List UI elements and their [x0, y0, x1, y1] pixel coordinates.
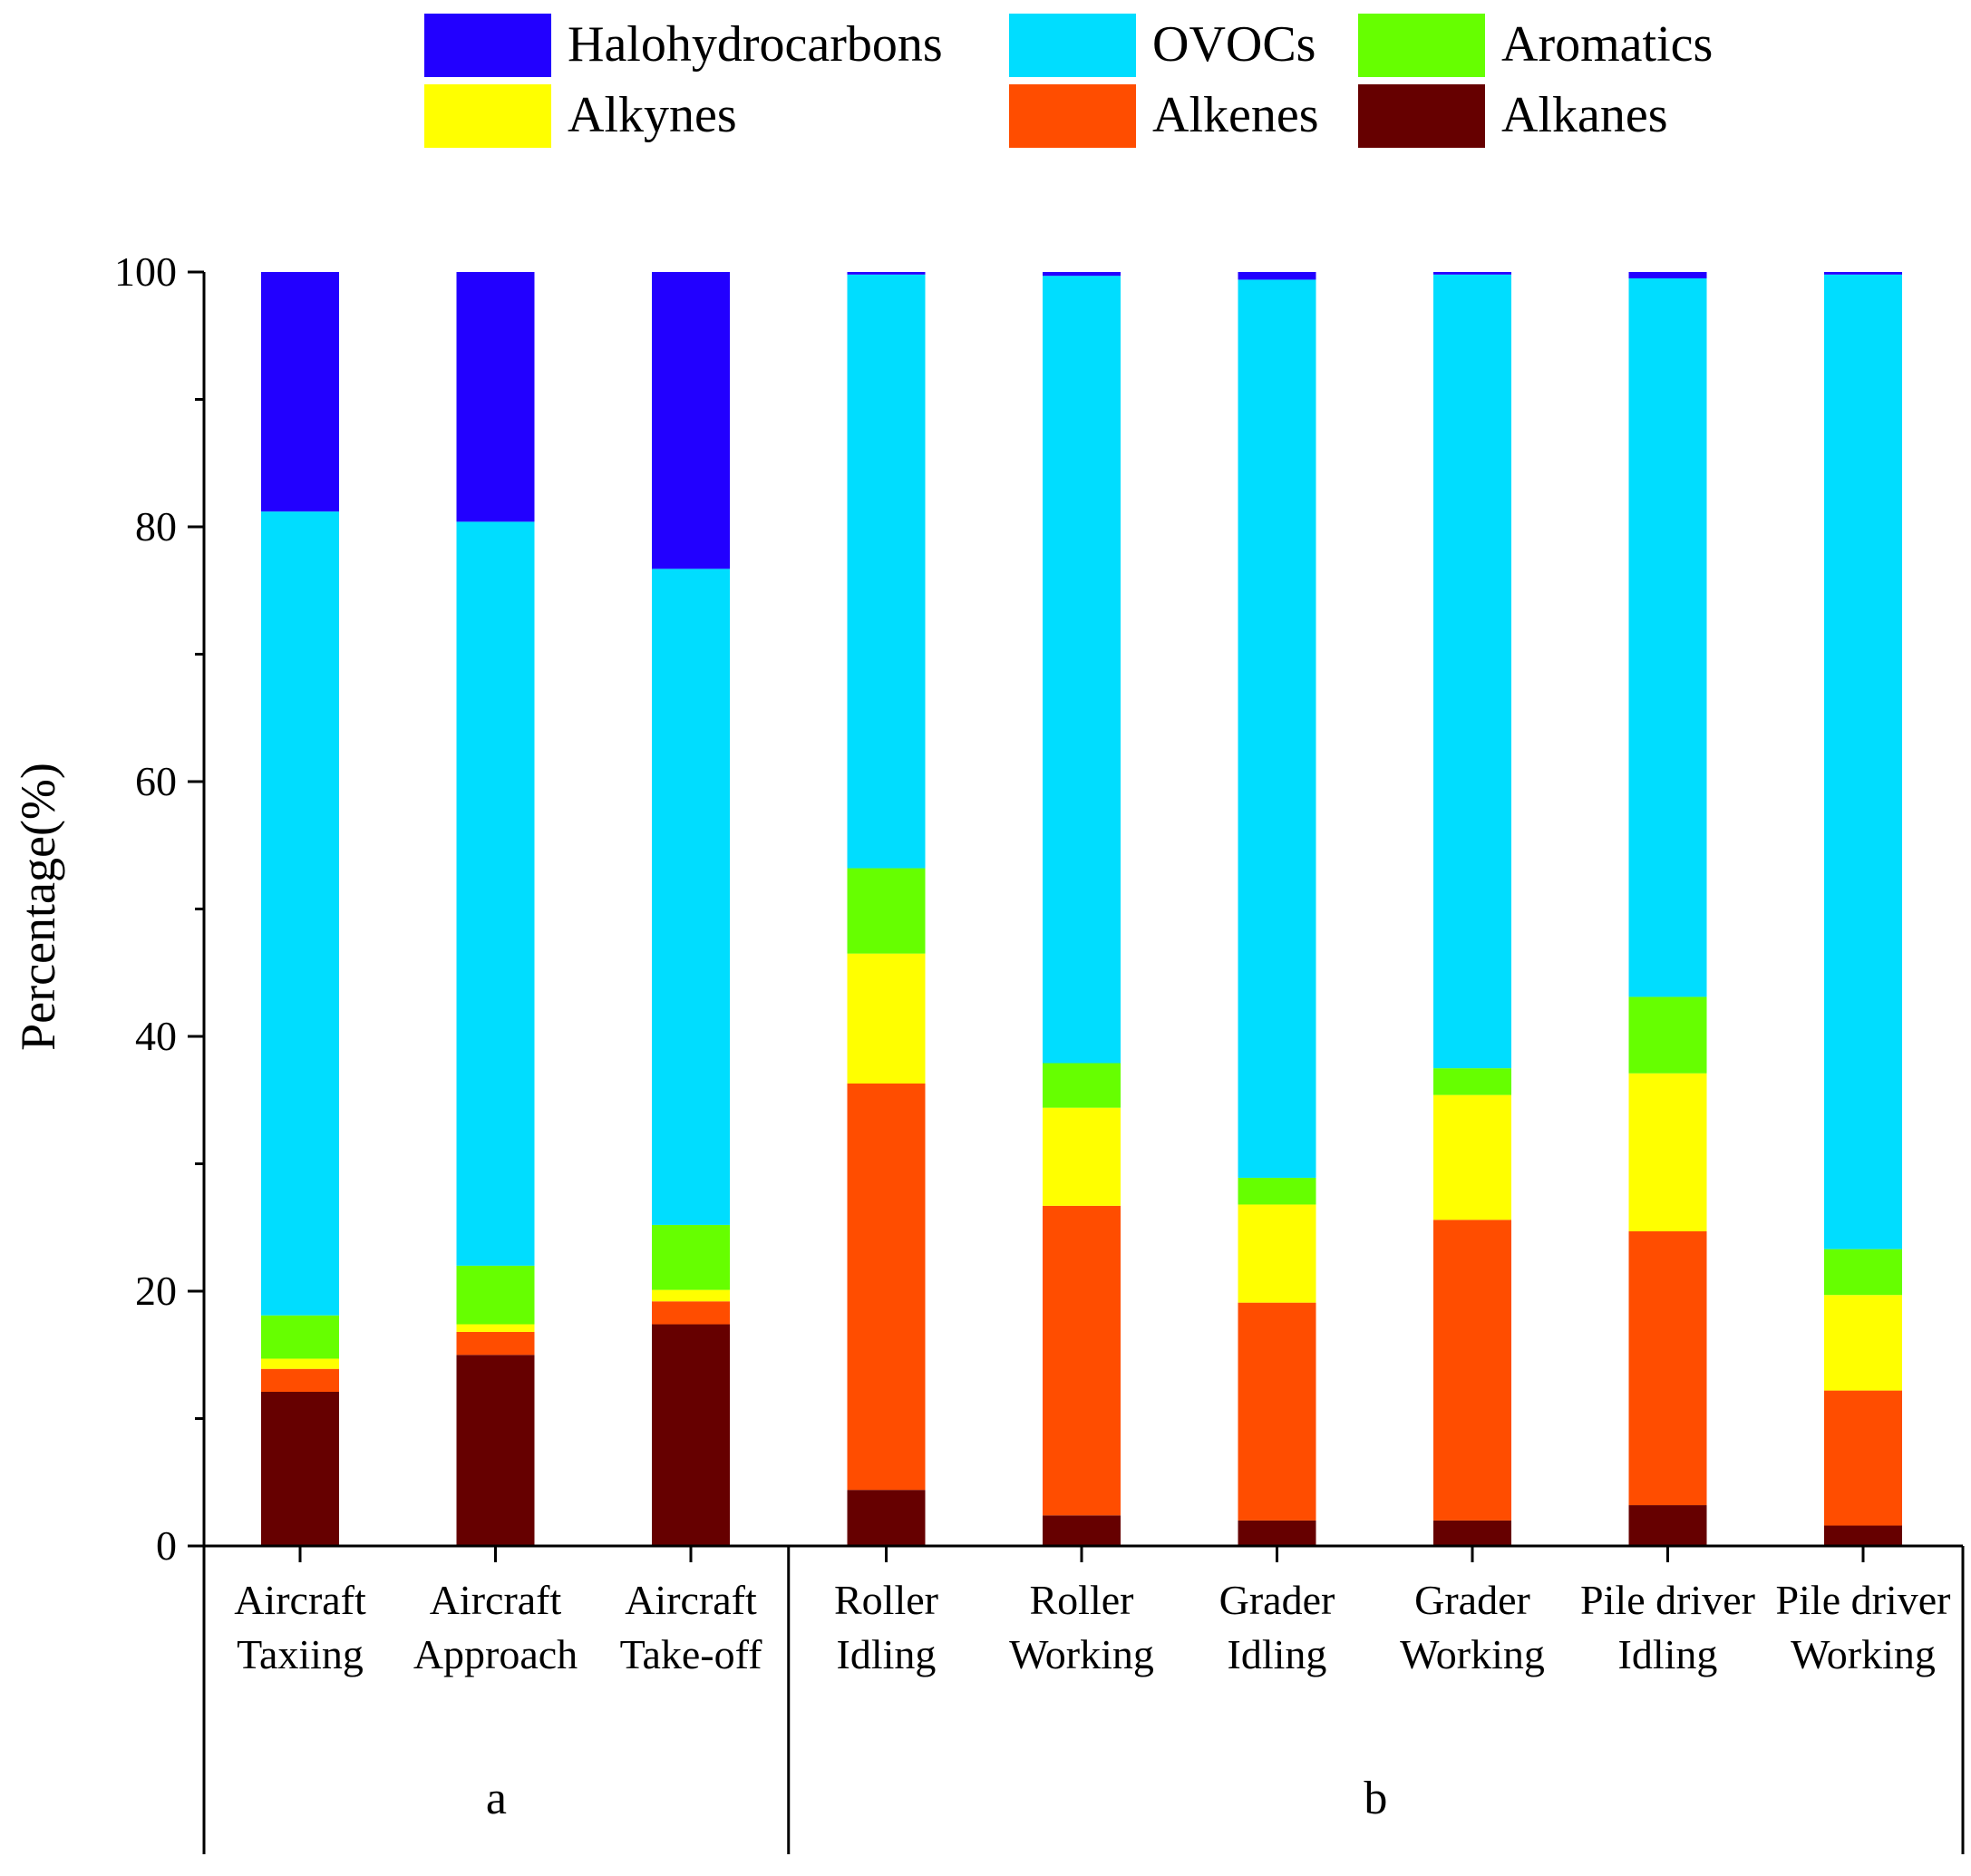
y-tick-label: 40: [135, 1013, 177, 1059]
bar-halohydrocarbons-roller-idling: [847, 272, 926, 275]
bar-halohydrocarbons-aircraft-approach: [456, 272, 535, 522]
y-tick-label: 60: [135, 758, 177, 804]
bar-aromatics-roller-idling: [847, 868, 926, 954]
bar-alkanes-roller-idling: [847, 1490, 926, 1546]
bar-ovocs-pile-driver-idling: [1628, 278, 1707, 997]
bar-aromatics-aircraft-taxiing: [261, 1315, 339, 1359]
legend: Halohydrocarbons OVOCs Aromatics Alkynes Alk…: [424, 14, 1713, 148]
bar-ovocs-roller-idling: [847, 274, 926, 869]
legend-label-aromatics: Aromatics: [1501, 16, 1713, 73]
bar-alkynes-aircraft-take-off: [652, 1289, 730, 1302]
bar-alkynes-pile-driver-working: [1824, 1295, 1902, 1391]
group-label-b: b: [1364, 1773, 1387, 1824]
x-tick-label: Working: [1791, 1631, 1936, 1677]
bar-halohydrocarbons-aircraft-taxiing: [261, 272, 339, 512]
bar-ovocs-aircraft-approach: [456, 521, 535, 1266]
y-tick-label: 0: [156, 1522, 177, 1569]
bar-halohydrocarbons-pile-driver-idling: [1628, 272, 1707, 279]
bar-alkynes-grader-idling: [1238, 1204, 1316, 1303]
bar-ovocs-aircraft-take-off: [652, 569, 730, 1225]
x-tick-label: Pile driver: [1580, 1577, 1755, 1623]
x-tick-label: Working: [1400, 1631, 1545, 1677]
bar-alkanes-pile-driver-working: [1824, 1525, 1902, 1546]
legend-label-alkenes: Alkenes: [1152, 87, 1319, 143]
bar-alkynes-aircraft-approach: [456, 1324, 535, 1332]
bar-aromatics-aircraft-take-off: [652, 1224, 730, 1290]
x-tick-label: Approach: [413, 1631, 578, 1677]
x-tick-label: Roller: [834, 1577, 938, 1623]
bar-alkenes-pile-driver-idling: [1628, 1230, 1707, 1506]
bar-ovocs-grader-working: [1433, 274, 1511, 1069]
bar-alkenes-roller-working: [1043, 1205, 1121, 1516]
axes: 0 20 40 60 80 100 Aircraft Taxiing Aircraft Appro…: [114, 248, 1965, 1854]
bar-halohydrocarbons-aircraft-take-off: [652, 272, 730, 569]
bar-alkanes-aircraft-take-off: [652, 1324, 730, 1546]
bar-alkynes-grader-working: [1433, 1094, 1511, 1220]
bar-alkenes-grader-working: [1433, 1220, 1511, 1521]
bar-ovocs-roller-working: [1043, 276, 1121, 1064]
bar-aromatics-grader-idling: [1238, 1177, 1316, 1205]
x-tick-label: Aircraft: [430, 1577, 562, 1623]
legend-swatch-alkynes: [424, 84, 551, 148]
bar-alkenes-aircraft-taxiing: [261, 1368, 339, 1392]
legend-swatch-alkenes: [1009, 84, 1136, 148]
bar-ovocs-pile-driver-working: [1824, 274, 1902, 1249]
legend-swatch-ovocs: [1009, 14, 1136, 77]
bar-alkenes-pile-driver-working: [1824, 1390, 1902, 1526]
bars: [261, 272, 1902, 1546]
x-tick-label: Grader: [1219, 1577, 1335, 1623]
y-tick-label: 80: [135, 503, 177, 549]
x-tick-label: Idling: [837, 1631, 937, 1677]
x-tick-label: Taxiing: [237, 1631, 364, 1677]
bar-aromatics-aircraft-approach: [456, 1265, 535, 1325]
x-tick-label: Working: [1009, 1631, 1154, 1677]
bar-alkynes-aircraft-taxiing: [261, 1358, 339, 1369]
legend-swatch-alkanes: [1358, 84, 1485, 148]
y-axis-label: Percentage(%): [11, 763, 65, 1051]
bar-alkynes-pile-driver-idling: [1628, 1073, 1707, 1231]
bar-alkenes-roller-idling: [847, 1083, 926, 1491]
x-tick-label: Idling: [1618, 1631, 1718, 1677]
x-tick-label: Roller: [1030, 1577, 1134, 1623]
legend-label-ovocs: OVOCs: [1152, 16, 1316, 73]
bar-aromatics-grader-working: [1433, 1068, 1511, 1095]
bar-ovocs-grader-idling: [1238, 279, 1316, 1178]
bar-alkanes-pile-driver-idling: [1628, 1505, 1707, 1546]
bar-ovocs-aircraft-taxiing: [261, 511, 339, 1316]
bar-alkanes-aircraft-taxiing: [261, 1391, 339, 1546]
bar-alkanes-grader-working: [1433, 1520, 1511, 1546]
x-tick-label: Idling: [1228, 1631, 1327, 1677]
legend-swatch-aromatics: [1358, 14, 1485, 77]
x-tick-label: Take-off: [620, 1631, 763, 1677]
bar-aromatics-pile-driver-idling: [1628, 996, 1707, 1074]
x-tick-label: Grader: [1414, 1577, 1530, 1623]
bar-halohydrocarbons-roller-working: [1043, 272, 1121, 277]
legend-label-halohydrocarbons: Halohydrocarbons: [568, 16, 943, 73]
y-tick-label: 20: [135, 1268, 177, 1314]
bar-alkanes-aircraft-approach: [456, 1355, 535, 1546]
y-tick-label: 100: [114, 248, 177, 295]
bar-alkenes-aircraft-take-off: [652, 1301, 730, 1325]
legend-swatch-halohydrocarbons: [424, 14, 551, 77]
group-label-a: a: [486, 1773, 507, 1824]
x-tick-label: Aircraft: [234, 1577, 366, 1623]
bar-aromatics-roller-working: [1043, 1063, 1121, 1108]
bar-alkenes-aircraft-approach: [456, 1331, 535, 1356]
legend-label-alkynes: Alkynes: [568, 87, 737, 143]
bar-halohydrocarbons-grader-idling: [1238, 272, 1316, 280]
bar-alkanes-roller-working: [1043, 1515, 1121, 1546]
bar-alkenes-grader-idling: [1238, 1302, 1316, 1521]
legend-label-alkanes: Alkanes: [1501, 87, 1668, 143]
bar-aromatics-pile-driver-working: [1824, 1249, 1902, 1296]
bar-halohydrocarbons-pile-driver-working: [1824, 272, 1902, 275]
bar-alkynes-roller-working: [1043, 1107, 1121, 1206]
bar-alkanes-grader-idling: [1238, 1520, 1316, 1546]
bar-halohydrocarbons-grader-working: [1433, 272, 1511, 275]
bar-alkynes-roller-idling: [847, 953, 926, 1084]
x-tick-label: Pile driver: [1776, 1577, 1951, 1623]
x-tick-label: Aircraft: [625, 1577, 757, 1623]
